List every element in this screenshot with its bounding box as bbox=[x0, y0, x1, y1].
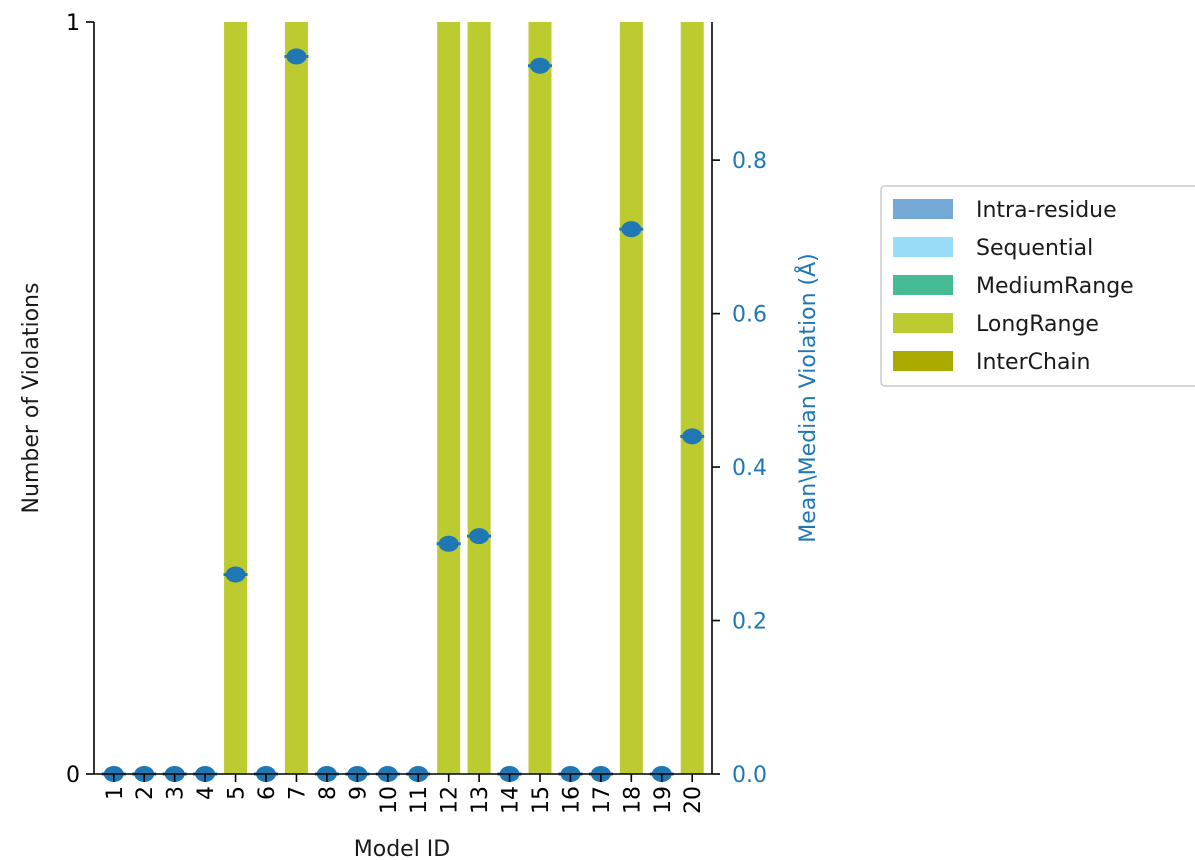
violation-marker-12 bbox=[436, 535, 461, 552]
legend-swatch-longrange bbox=[893, 313, 953, 333]
x-tick-label-9: 9 bbox=[346, 786, 371, 800]
markers-layer bbox=[101, 48, 705, 782]
y-right-tick-label: 0.8 bbox=[732, 149, 767, 174]
x-tick-label-10: 10 bbox=[377, 786, 402, 814]
y-right-tick-label: 0.4 bbox=[732, 456, 767, 481]
bar-longrange-5 bbox=[224, 22, 248, 774]
legend-label-longrange: LongRange bbox=[976, 312, 1099, 337]
x-tick-label-17: 17 bbox=[590, 786, 615, 814]
x-tick-label-14: 14 bbox=[499, 786, 524, 814]
x-tick-label-5: 5 bbox=[225, 786, 250, 800]
y-right-tick-label: 0.0 bbox=[732, 763, 767, 788]
legend-swatch-interchain bbox=[893, 351, 953, 371]
bar-longrange-12 bbox=[437, 22, 461, 774]
x-tick-label-12: 12 bbox=[438, 786, 463, 814]
axes-layer: 010.00.20.40.60.81 2 3 4 5 6 7 8 9 10 11 12 13 14 15 16… bbox=[66, 11, 767, 814]
legend-label-intra-residue: Intra-residue bbox=[976, 198, 1117, 223]
x-axis-label: Model ID bbox=[354, 837, 450, 860]
violation-marker-20 bbox=[680, 428, 705, 445]
legend-swatch-mediumrange bbox=[893, 275, 953, 295]
x-tick-label-18: 18 bbox=[620, 786, 645, 814]
x-tick-label-11: 11 bbox=[407, 786, 432, 814]
bar-longrange-7 bbox=[284, 22, 308, 774]
y-axis-label-left: Number of Violations bbox=[19, 283, 44, 514]
bar-longrange-20 bbox=[680, 22, 704, 774]
y-axis-label-right: Mean\Median Violation (Å) bbox=[794, 253, 821, 542]
legend-label-mediumrange: MediumRange bbox=[976, 274, 1134, 299]
bar-longrange-13 bbox=[467, 22, 491, 774]
violation-marker-15 bbox=[527, 57, 552, 74]
x-tick-label-7: 7 bbox=[285, 786, 310, 800]
x-tick-label-20: 20 bbox=[681, 786, 706, 814]
legend: Intra-residue Sequential MediumRange LongRa… bbox=[880, 185, 1195, 387]
bar-longrange-18 bbox=[619, 22, 643, 774]
x-tick-label-3: 3 bbox=[164, 786, 189, 800]
x-tick-label-16: 16 bbox=[559, 786, 584, 814]
x-tick-label-19: 19 bbox=[651, 786, 676, 814]
legend-label-sequential: Sequential bbox=[976, 236, 1093, 261]
y-left-tick-label: 0 bbox=[66, 763, 80, 788]
bars-layer bbox=[224, 22, 704, 774]
y-right-tick-label: 0.6 bbox=[732, 303, 767, 328]
legend-label-interchain: InterChain bbox=[976, 350, 1090, 375]
violation-marker-7 bbox=[284, 48, 309, 65]
y-right-tick-label: 0.2 bbox=[732, 610, 767, 635]
x-tick-label-8: 8 bbox=[316, 786, 341, 800]
y-left-tick-label: 1 bbox=[66, 11, 80, 36]
legend-swatch-sequential bbox=[893, 237, 953, 257]
bar-longrange-15 bbox=[528, 22, 552, 774]
x-tick-label-6: 6 bbox=[255, 786, 280, 800]
x-tick-label-1: 1 bbox=[103, 786, 128, 800]
x-tick-label-2: 2 bbox=[133, 786, 158, 800]
violation-marker-13 bbox=[467, 528, 492, 545]
violation-marker-18 bbox=[619, 221, 644, 238]
x-tick-label-4: 4 bbox=[194, 786, 219, 800]
legend-frame bbox=[880, 185, 1195, 387]
legend-swatch-intra-residue bbox=[893, 199, 953, 219]
x-tick-label-13: 13 bbox=[468, 786, 493, 814]
x-tick-label-15: 15 bbox=[529, 786, 554, 814]
violation-marker-5 bbox=[223, 566, 248, 583]
